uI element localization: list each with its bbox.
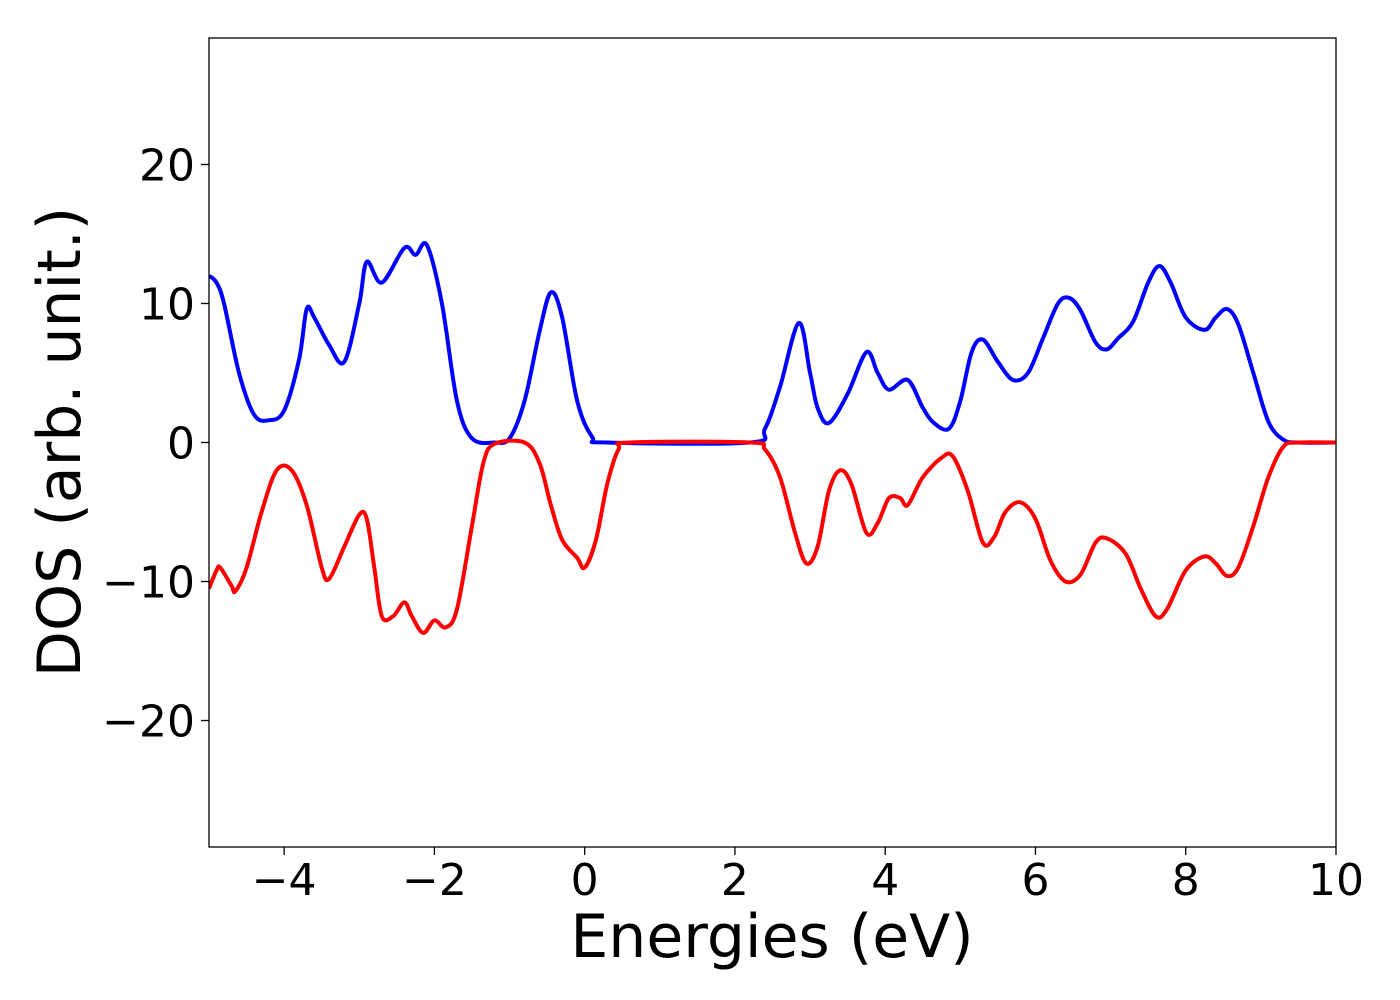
x-tick-label: 8 [1172,855,1200,906]
y-tick-label: −10 [102,558,195,609]
x-axis-title: Energies (eV) [570,902,973,972]
series-line [209,241,1336,446]
x-tick-label: −2 [402,855,467,906]
x-tick-label: 2 [721,855,749,906]
y-tick-label: −20 [102,697,195,748]
plot-area [209,38,1336,847]
lines [209,241,1336,635]
x-tick-label: 0 [571,855,599,906]
y-axis-title: DOS (arb. unit.) [25,207,95,677]
x-tick-label: 10 [1308,855,1364,906]
series-line [209,438,1336,635]
x-tick-label: −4 [252,855,317,906]
y-tick-label: 20 [139,140,195,191]
y-tick-label: 10 [139,279,195,330]
y-tick-label: 0 [167,419,195,470]
x-tick-label: 4 [871,855,899,906]
x-tick-label: 6 [1021,855,1049,906]
